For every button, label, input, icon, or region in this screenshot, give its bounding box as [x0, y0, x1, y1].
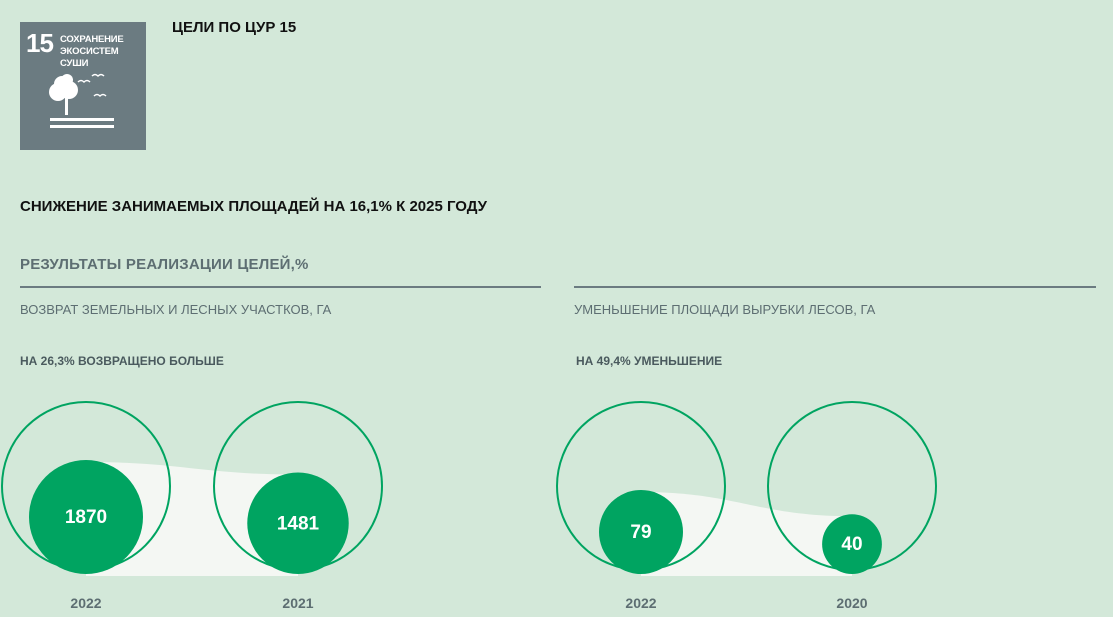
results-title: РЕЗУЛЬТАТЫ РЕАЛИЗАЦИИ ЦЕЛЕЙ,%	[20, 256, 309, 273]
value-label: 40	[841, 534, 862, 555]
value-bubble	[822, 514, 882, 574]
deforestation-note: НА 49,4% УМЕНЬШЕНИЕ	[576, 354, 723, 368]
deforestation-title: УМЕНЬШЕНИЕ ПЛОЩАДИ ВЫРУБКИ ЛЕСОВ, ГА	[574, 302, 876, 317]
value-label: 1870	[65, 507, 107, 528]
year-label: 2021	[282, 595, 313, 611]
goals-title: ЦЕЛИ ПО ЦУР 15	[172, 19, 297, 36]
value-bubble	[247, 472, 349, 574]
year-label: 2022	[70, 595, 101, 611]
year-label: 2022	[625, 595, 656, 611]
land-return-note: НА 26,3% ВОЗВРАЩЕНО БОЛЬШЕ	[20, 354, 224, 368]
sdg-15-tile: 15 СОХРАНЕНИЕ ЭКОСИСТЕМ СУШИ	[20, 22, 146, 150]
bubble-tip	[842, 568, 862, 573]
bubble-tip	[76, 568, 96, 573]
value-label: 1481	[277, 513, 320, 534]
bubble-tip	[631, 568, 651, 573]
sdg-number: 15	[26, 28, 54, 58]
land-return-title: ВОЗВРАТ ЗЕМЕЛЬНЫХ И ЛЕСНЫХ УЧАСТКОВ, ГА	[20, 302, 332, 317]
value-bubble	[599, 490, 683, 574]
sdg-label: СОХРАНЕНИЕ ЭКОСИСТЕМ СУШИ	[60, 34, 124, 69]
value-bubble	[29, 460, 143, 574]
left-divider	[20, 286, 541, 288]
year-label: 2020	[836, 595, 867, 611]
bubble-tip	[288, 568, 308, 573]
value-label: 79	[630, 522, 651, 543]
right-divider	[574, 286, 1096, 288]
target-statement: СНИЖЕНИЕ ЗАНИМАЕМЫХ ПЛОЩАДЕЙ НА 16,1% К …	[20, 198, 487, 215]
tree-birds-icon	[49, 73, 114, 128]
connector-band	[86, 462, 298, 576]
connector-band	[641, 492, 852, 576]
